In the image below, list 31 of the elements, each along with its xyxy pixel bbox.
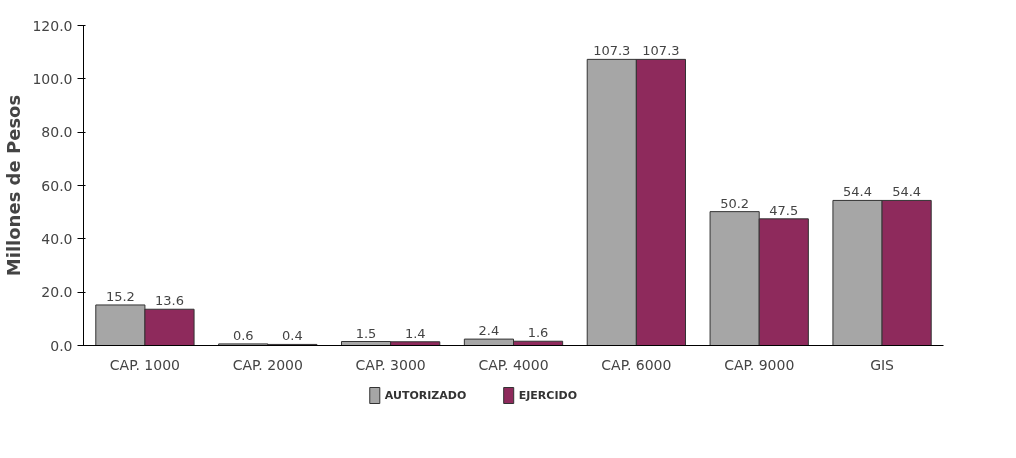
x-tick-label: CAP. 1000 [109,356,181,373]
data-label: 47.5 [769,202,799,218]
x-tick-label: CAP. 4000 [478,356,549,373]
x-tick-label: CAP. 6000 [601,356,672,373]
y-tick-label: 80.0 [41,124,73,141]
x-tick-label: CAP. 3000 [355,356,426,373]
x-tick-label: GIS [870,356,895,373]
data-label: 0.4 [282,328,303,344]
y-tick-label: 60.0 [41,177,73,194]
data-label: 13.6 [155,293,184,309]
y-tick-label: 100.0 [32,70,73,87]
data-label: 107.3 [642,43,680,59]
data-label: 54.4 [892,184,922,200]
legend-label: EJERCIDO [518,389,577,402]
y-tick-label: 120.0 [32,17,73,34]
y-tick-label: 40.0 [41,230,73,247]
y-axis-title: Millones de Pesos [3,94,25,277]
data-label: 1.5 [355,325,377,341]
data-label: 15.2 [105,288,135,304]
data-label: 0.6 [232,327,254,343]
data-label: 54.4 [843,184,872,200]
data-label: 107.3 [593,43,631,59]
x-tick-label: CAP. 2000 [232,356,303,373]
data-label: 2.4 [478,323,500,339]
legend-label: AUTORIZADO [384,389,467,402]
data-label: 1.4 [404,325,426,341]
data-label: 1.6 [527,325,549,341]
x-tick-label: CAP. 9000 [724,356,795,373]
y-tick-label: 0.0 [50,337,73,354]
y-tick-label: 20.0 [41,284,73,301]
data-label: 50.2 [720,195,750,211]
